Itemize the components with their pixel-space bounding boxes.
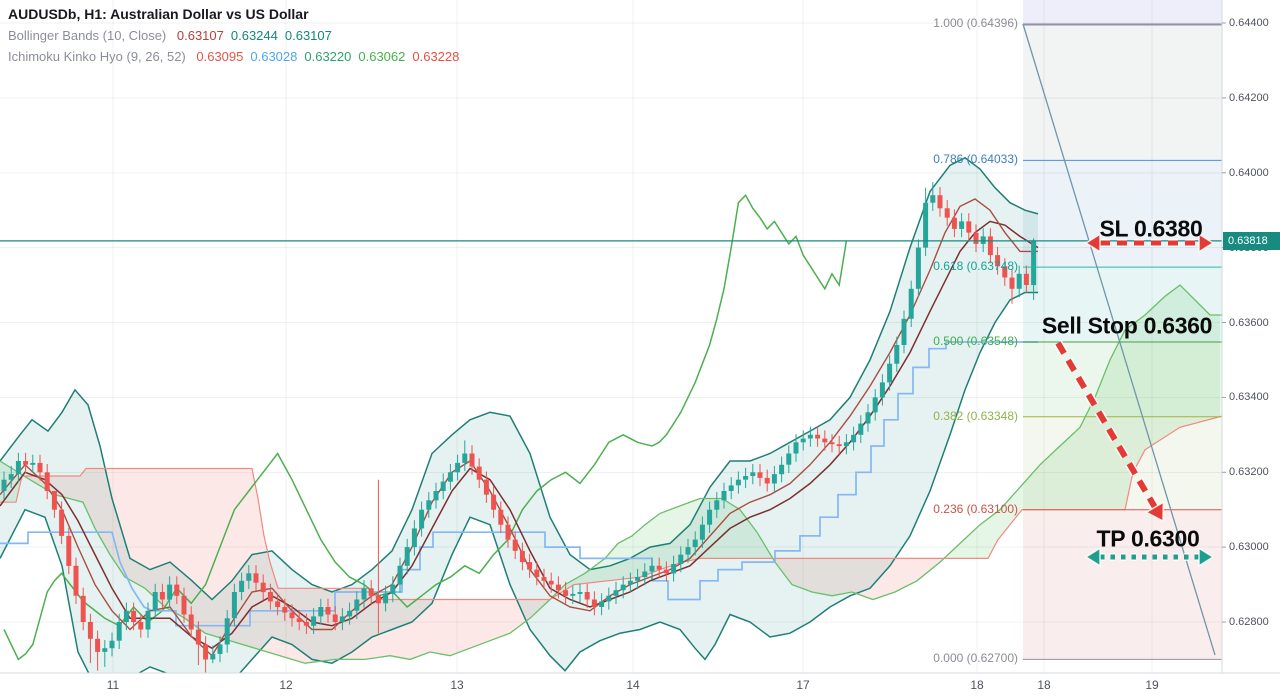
- time-axis-label: 13: [450, 678, 464, 692]
- price-axis-label: 0.63200: [1229, 466, 1269, 479]
- indicator-value: 0.63220: [304, 49, 352, 64]
- sl-arrow[interactable]: [1084, 232, 1215, 254]
- indicator-value: 0.63095: [196, 49, 244, 64]
- sell-stop-arrow[interactable]: [1054, 340, 1165, 523]
- price-axis-label: 0.63000: [1229, 541, 1269, 554]
- trend-line[interactable]: [1022, 23, 1216, 656]
- fib-level-label[interactable]: 0.618 (0.63748): [933, 259, 1018, 274]
- fib-retracement-lines[interactable]: [1023, 23, 1222, 660]
- price-axis-label: 0.62800: [1229, 616, 1269, 628]
- current-price-badge: 0.63818: [1223, 231, 1280, 250]
- sell-stop-annotation-text[interactable]: Sell Stop 0.6360: [1041, 312, 1213, 339]
- fib-level-label[interactable]: 0.500 (0.63548): [933, 333, 1018, 348]
- indicator-value: 0.63028: [250, 49, 298, 64]
- time-axis-label: 18: [1037, 678, 1051, 692]
- indicator-values: 0.63107 0.63244 0.63107: [170, 28, 332, 43]
- fib-level-label[interactable]: 1.000 (0.64396): [933, 16, 1018, 31]
- indicator-values: 0.63095 0.63028 0.63220 0.63062 0.63228: [189, 49, 459, 64]
- indicator-value: 0.63107: [284, 28, 332, 43]
- price-axis-label: 0.63400: [1229, 391, 1269, 404]
- price-axis-label: 0.64200: [1229, 91, 1269, 104]
- time-axis-label: 11: [106, 678, 120, 692]
- tp-annotation-text[interactable]: TP 0.6300: [1096, 525, 1200, 552]
- time-axis-label: 14: [626, 678, 640, 692]
- fib-level-label[interactable]: 0.000 (0.62700): [933, 651, 1018, 666]
- indicator-value: 0.63107: [176, 28, 224, 43]
- indicator-name: Ichimoku Kinko Hyo (9, 26, 52): [8, 49, 186, 64]
- legend: AUDUSDb, H1: Australian Dollar vs US Dol…: [8, 6, 459, 64]
- price-axis-label: 0.64400: [1229, 17, 1269, 29]
- price-axis-label: 0.64000: [1229, 166, 1269, 179]
- price-axis-label: 0.63600: [1229, 316, 1269, 329]
- indicator-value: 0.63228: [412, 49, 460, 64]
- time-axis-label: 19: [1145, 678, 1159, 692]
- time-axis-label: 17: [796, 678, 810, 692]
- indicator-value: 0.63062: [358, 49, 406, 64]
- tp-arrow[interactable]: [1084, 546, 1215, 568]
- plot-layer: [0, 156, 1222, 673]
- candles-layer: [1, 182, 1037, 673]
- fib-level-label[interactable]: 0.236 (0.63100): [933, 501, 1018, 516]
- indicator-name: Bollinger Bands (10, Close): [8, 28, 167, 43]
- indicator-row-ichimoku[interactable]: Ichimoku Kinko Hyo (9, 26, 52) 0.63095 0.…: [8, 49, 459, 64]
- fib-level-label[interactable]: 0.382 (0.63348): [933, 408, 1018, 423]
- indicator-value: 0.63244: [230, 28, 278, 43]
- indicator-row-bollinger[interactable]: Bollinger Bands (10, Close) 0.63107 0.632…: [8, 28, 459, 43]
- sl-annotation-text[interactable]: SL 0.6380: [1099, 215, 1203, 242]
- time-axis-label: 18: [970, 678, 984, 692]
- fib-bands: [1023, 0, 1222, 660]
- grid: [0, 0, 1222, 673]
- symbol-title[interactable]: AUDUSDb, H1: Australian Dollar vs US Dol…: [8, 6, 309, 22]
- fib-level-label[interactable]: 0.786 (0.64033): [933, 152, 1018, 167]
- time-axis-label: 12: [279, 678, 293, 692]
